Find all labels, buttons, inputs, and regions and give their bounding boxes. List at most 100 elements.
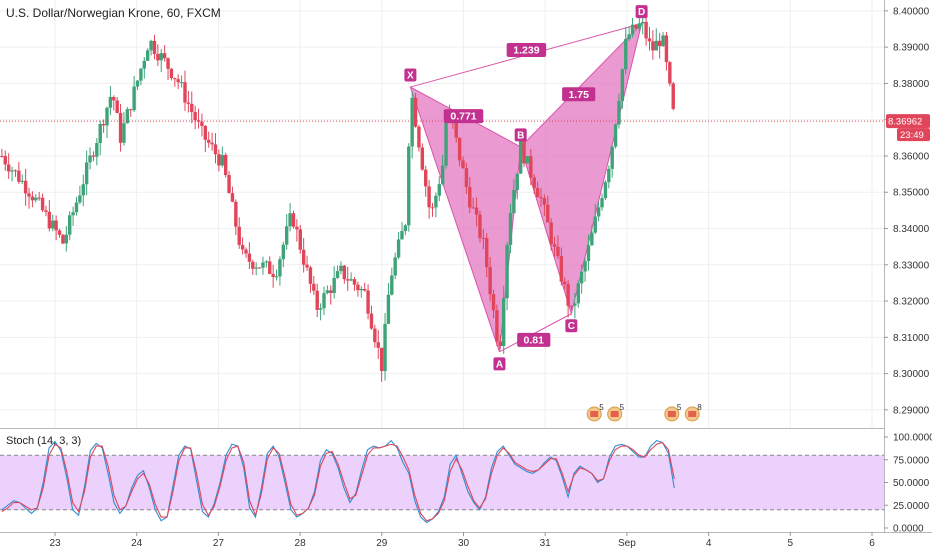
candle-body xyxy=(620,69,625,101)
candle-body xyxy=(457,137,462,161)
candle-body xyxy=(217,154,221,166)
candle-body xyxy=(312,283,316,291)
candle-body xyxy=(366,290,370,314)
candle-body xyxy=(112,96,116,101)
candle-body xyxy=(607,168,611,183)
candle-body xyxy=(13,170,18,172)
candle-body xyxy=(27,193,31,197)
candle-body xyxy=(3,156,7,165)
candle-body xyxy=(159,53,163,61)
pattern-line-ac xyxy=(499,313,572,353)
candle-body xyxy=(200,121,204,126)
price-tick-label: 8.36000 xyxy=(893,151,930,162)
candle-body xyxy=(88,155,92,163)
candle-body xyxy=(51,220,55,229)
time-tick-label: 24 xyxy=(131,538,143,549)
candle-body xyxy=(546,204,550,223)
pattern-labels: X A B C D 1.239 0.771 1.75 0.81 xyxy=(404,5,648,371)
candle-body xyxy=(630,24,635,35)
candle-body xyxy=(257,267,262,269)
candle-body xyxy=(461,160,465,169)
event-count: 5 xyxy=(599,403,604,412)
pattern-point-badge xyxy=(635,5,648,19)
candle-body xyxy=(566,284,570,306)
candle-body xyxy=(393,257,397,276)
candle-body xyxy=(240,244,245,250)
candle-body xyxy=(142,60,146,69)
candle-body xyxy=(145,50,150,61)
candle-body xyxy=(644,21,648,39)
candlestick-series xyxy=(0,12,675,382)
flag-stripe-icon xyxy=(688,411,697,417)
stoch-tick-label: 0.0000 xyxy=(893,524,924,535)
price-tick-label: 8.39000 xyxy=(893,43,930,54)
candle-body xyxy=(501,298,506,347)
candle-body xyxy=(613,124,618,147)
candle-body xyxy=(373,328,377,343)
candle-body xyxy=(654,40,658,51)
candle-body xyxy=(342,265,347,280)
candle-body xyxy=(176,79,180,83)
candle-body xyxy=(64,234,69,244)
candle-body xyxy=(17,170,21,182)
candle-body xyxy=(362,288,367,291)
candle-body xyxy=(329,290,333,293)
stoch-tick-label: 75.0000 xyxy=(893,455,930,466)
candle-body xyxy=(410,97,414,147)
candle-body xyxy=(634,24,638,29)
candle-body xyxy=(108,96,113,108)
candle-body xyxy=(152,40,157,54)
candle-body xyxy=(210,142,214,145)
candle-body xyxy=(417,126,421,148)
candle-body xyxy=(535,187,540,198)
candle-body xyxy=(169,68,174,79)
candle-body xyxy=(74,202,79,213)
candle-body xyxy=(576,283,580,304)
candle-body xyxy=(183,82,187,103)
candle-body xyxy=(434,195,438,208)
candle-body xyxy=(203,125,208,140)
price-tick-label: 8.40000 xyxy=(893,6,930,17)
ratio-badge xyxy=(517,332,551,347)
stoch-tick-label: 100.0000 xyxy=(893,433,932,444)
candle-body xyxy=(278,259,282,277)
candle-body xyxy=(485,238,489,268)
stoch-line xyxy=(1,439,675,524)
last-price-tag: 8.36962 23:49 xyxy=(886,114,930,142)
stoch-series xyxy=(1,439,675,524)
stochastic-pane[interactable]: Stoch (14, 3, 3) xyxy=(0,435,884,524)
candle-body xyxy=(132,86,136,111)
time-tick-label: 29 xyxy=(376,538,388,549)
price-pane[interactable]: X A B C D 1.239 0.771 1.75 0.81 5 5 5 8 U.S. Dollar… xyxy=(0,0,884,428)
candle-body xyxy=(481,237,486,239)
candle-body xyxy=(281,244,286,260)
time-tick-label: 5 xyxy=(788,538,794,549)
candle-body xyxy=(624,39,628,70)
candle-body xyxy=(23,180,28,194)
candle-body xyxy=(179,82,184,84)
candle-body xyxy=(590,232,594,246)
candle-body xyxy=(95,143,99,157)
candle-body xyxy=(78,195,82,203)
candle-body xyxy=(61,234,65,244)
candle-body xyxy=(166,58,170,69)
candle-body xyxy=(610,146,614,169)
price-tick-label: 8.35000 xyxy=(893,188,930,199)
candle-body xyxy=(512,189,516,214)
stoch-axis[interactable]: 100.0000 75.0000 50.0000 25.0000 0.0000 xyxy=(884,433,932,535)
candle-body xyxy=(379,347,384,372)
candle-body xyxy=(471,207,475,209)
candle-body xyxy=(207,139,211,143)
time-axis[interactable]: 23 24 27 28 29 30 31 Sep 4 5 6 xyxy=(49,532,875,549)
event-badges[interactable]: 5 5 5 8 xyxy=(586,403,702,422)
candle-body xyxy=(291,213,296,227)
candle-body xyxy=(349,279,353,281)
candle-body xyxy=(10,170,14,172)
stoch-line xyxy=(1,441,675,522)
candle-body xyxy=(227,175,231,194)
candle-body xyxy=(54,220,58,231)
last-price-value: 8.36962 xyxy=(888,117,922,128)
candle-body xyxy=(376,342,380,348)
candle-body xyxy=(244,249,248,254)
